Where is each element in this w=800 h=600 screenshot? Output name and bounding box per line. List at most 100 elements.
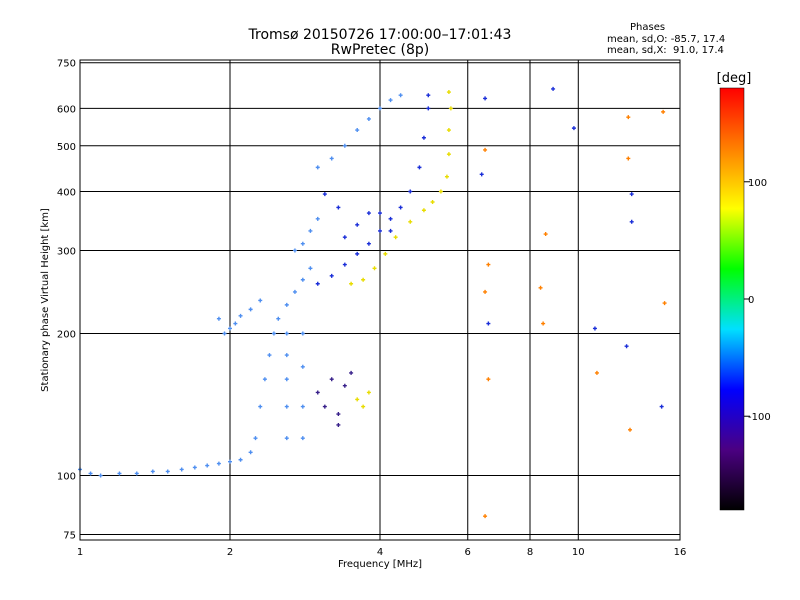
data-point: [300, 331, 305, 336]
x-tick-label: 16: [674, 547, 687, 558]
phase-x-stats: mean, sd,X: 91.0, 17.4: [607, 45, 724, 56]
data-point: [329, 156, 334, 161]
data-point: [483, 289, 488, 294]
data-point: [88, 471, 93, 476]
data-point: [446, 128, 451, 133]
x-axis-title: Frequency [MHz]: [338, 559, 422, 570]
data-point: [134, 471, 139, 476]
data-point: [192, 465, 197, 470]
data-point: [216, 316, 221, 321]
data-point: [322, 404, 327, 409]
chart-title: Tromsø 20150726 17:00:00–17:01:43: [248, 27, 512, 43]
data-point: [258, 298, 263, 303]
data-point: [322, 192, 327, 197]
data-point: [117, 471, 122, 476]
data-point: [342, 262, 347, 267]
colorbar-tick-label: 0: [748, 295, 754, 306]
data-point: [276, 316, 281, 321]
data-point: [355, 251, 360, 256]
data-point: [448, 106, 453, 111]
data-point: [421, 135, 426, 140]
plot-frame: [79, 59, 681, 541]
data-point: [329, 273, 334, 278]
chart-subtitle: RwPretec (8p): [330, 42, 430, 58]
data-point: [483, 96, 488, 101]
data-point: [366, 390, 371, 395]
data-point: [628, 427, 633, 432]
data-point: [349, 370, 354, 375]
data-point: [378, 228, 382, 233]
data-point: [284, 331, 289, 336]
data-point: [271, 331, 276, 336]
x-tick-label: 1: [77, 547, 83, 558]
y-tick-label: 200: [57, 330, 76, 341]
data-point: [361, 277, 366, 282]
data-point: [372, 266, 377, 271]
data-point: [659, 404, 664, 409]
data-point: [222, 331, 227, 336]
data-point: [262, 377, 267, 382]
data-point: [398, 93, 403, 98]
y-tick-label: 300: [57, 246, 76, 257]
data-point: [179, 467, 184, 472]
y-axis-title: Stationary phase Virtual Height [km]: [40, 208, 51, 392]
data-point: [284, 377, 289, 382]
data-point: [98, 473, 103, 478]
data-point: [388, 228, 393, 233]
data-point: [408, 189, 413, 194]
data-point: [300, 277, 305, 282]
data-point: [426, 93, 431, 98]
data-point: [393, 235, 398, 240]
data-point: [267, 353, 272, 358]
data-point: [486, 262, 491, 267]
data-point: [417, 165, 422, 170]
x-tick-label: 6: [465, 547, 471, 558]
data-point: [426, 106, 431, 111]
data-point: [248, 307, 253, 312]
data-point: [300, 364, 305, 369]
data-point: [486, 377, 491, 382]
data-point: [388, 98, 393, 103]
data-point: [366, 241, 371, 246]
data-point: [408, 219, 413, 224]
colorbar: [719, 87, 745, 511]
data-point: [479, 172, 484, 177]
data-point: [571, 126, 576, 131]
data-point: [205, 463, 210, 468]
y-tick-label: 400: [57, 188, 76, 199]
data-point: [594, 370, 599, 375]
data-point: [253, 436, 258, 441]
data-point: [336, 205, 341, 210]
data-point: [315, 216, 320, 221]
data-point: [292, 248, 297, 253]
data-point: [342, 235, 347, 240]
y-axis-ticks: 75 100 200 300 400 500 600 750: [57, 59, 76, 542]
data-point: [378, 211, 382, 216]
data-point: [165, 469, 170, 474]
y-tick-label: 100: [57, 472, 76, 483]
data-point: [238, 313, 243, 318]
data-point: [430, 200, 435, 205]
data-point: [336, 422, 341, 427]
x-tick-label: 4: [377, 547, 383, 558]
data-point: [438, 189, 443, 194]
data-point: [342, 383, 347, 388]
data-point: [629, 219, 634, 224]
x-axis-ticks: 1 2 4 6 8 10 16: [77, 547, 687, 558]
data-point: [315, 281, 320, 286]
data-point: [233, 321, 238, 326]
data-point: [538, 285, 543, 290]
data-point: [543, 232, 548, 237]
data-point: [446, 152, 451, 157]
data-point: [541, 321, 546, 326]
data-point: [329, 377, 334, 382]
data-point: [486, 321, 491, 326]
data-point: [349, 281, 354, 286]
data-point: [383, 251, 388, 256]
data-point: [300, 436, 305, 441]
data-point: [388, 216, 393, 221]
data-point: [228, 326, 232, 331]
data-point: [421, 208, 426, 213]
data-point: [248, 450, 253, 455]
data-point: [300, 404, 305, 409]
